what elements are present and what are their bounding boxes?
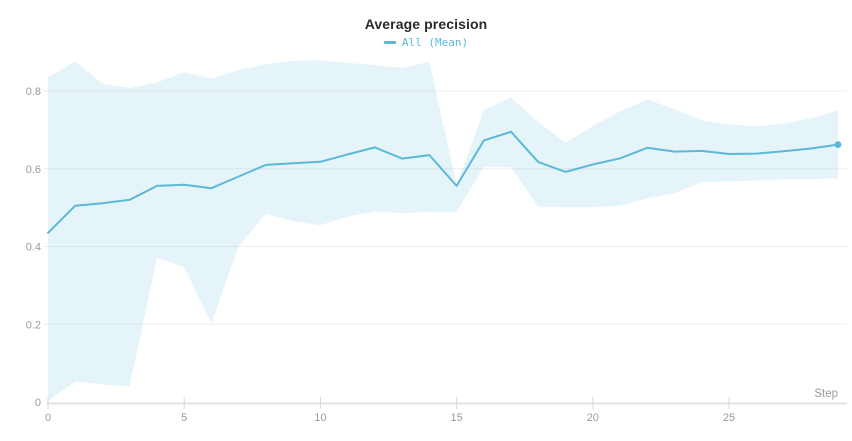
x-axis-title: Step [814, 388, 838, 400]
mean-line [47, 130, 839, 234]
x-tick-label-0: 0 [45, 412, 51, 424]
legend-label: All (Mean) [401, 36, 469, 49]
last-point-marker [834, 141, 842, 149]
legend-line-swatch [383, 41, 396, 44]
y-tick-label-0.4: 0.4 [26, 242, 41, 254]
x-tick-label-10: 10 [314, 412, 326, 424]
x-tick-label-20: 20 [587, 412, 599, 424]
y-tick-label-0.2: 0.2 [26, 319, 41, 331]
x-tick-label-15: 15 [450, 412, 462, 424]
chart-title: Average precision [364, 16, 488, 32]
y-tick-label-0.6: 0.6 [26, 164, 41, 176]
y-tick-label-0: 0 [35, 397, 41, 409]
confidence-band [48, 60, 838, 402]
legend[interactable]: All (Mean) [0, 36, 852, 49]
x-tick-label-25: 25 [723, 412, 735, 424]
x-tick-label-5: 5 [181, 412, 187, 424]
y-tick-label-0.8: 0.8 [26, 86, 41, 98]
